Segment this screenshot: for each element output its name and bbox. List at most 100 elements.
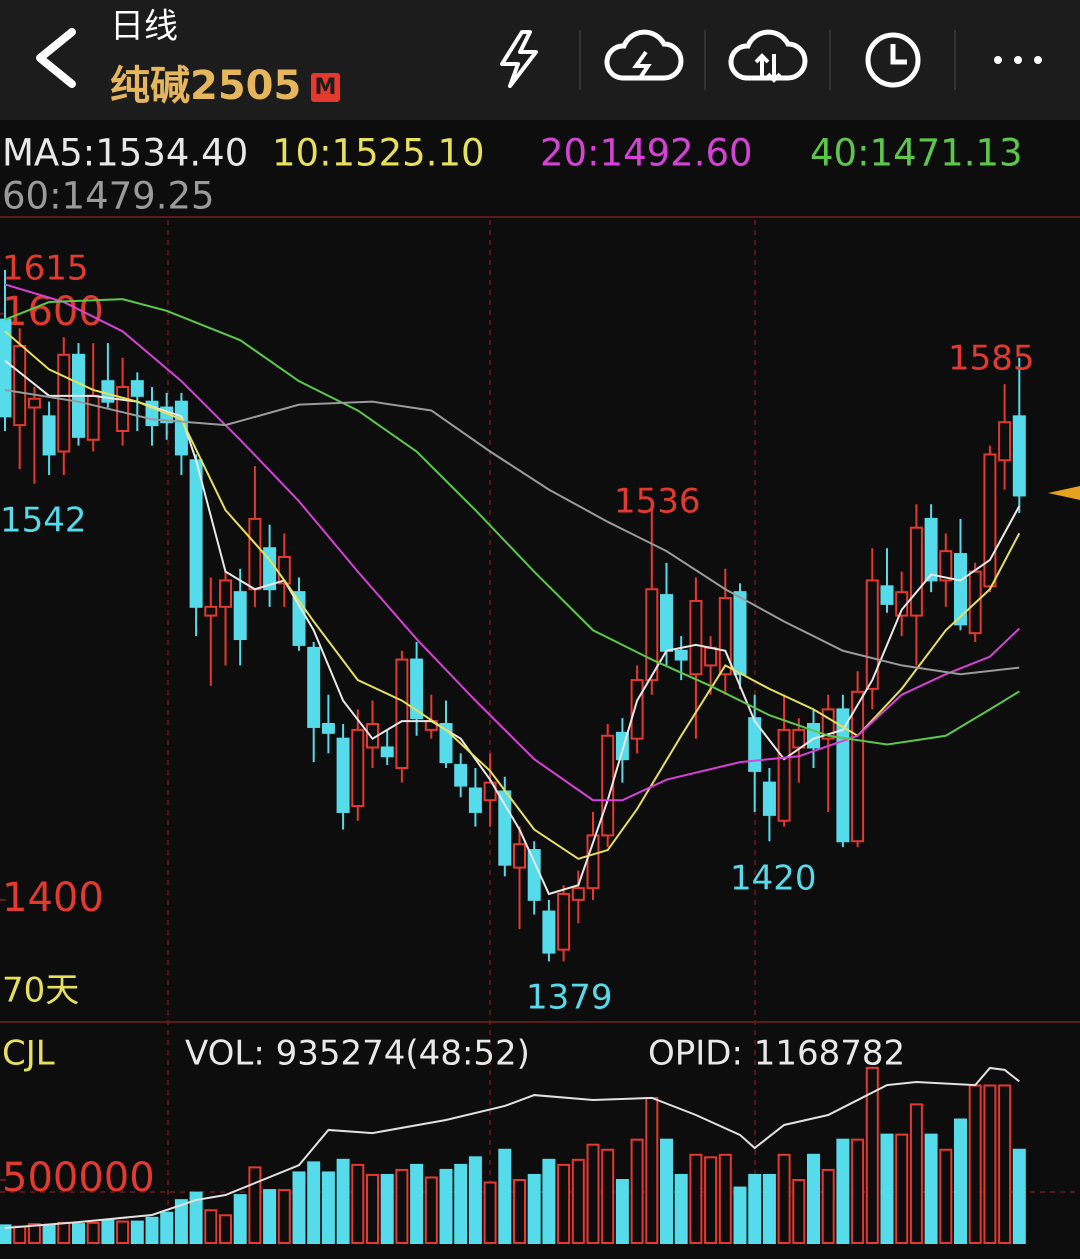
candle-body: [527, 849, 541, 901]
volume-bar: [571, 1158, 585, 1245]
volume-bar: [248, 1166, 262, 1244]
volume-bar: [792, 1178, 806, 1245]
candle-body: [704, 646, 718, 667]
candle-body: [880, 585, 894, 605]
volume-bar: [836, 1138, 850, 1245]
volume-bar: [1012, 1148, 1026, 1245]
candle-body: [939, 550, 953, 582]
candle-body: [27, 397, 41, 409]
candle-body: [42, 415, 56, 456]
volume-bar: [924, 1133, 938, 1244]
candle-body: [630, 679, 644, 740]
more-button[interactable]: [994, 56, 1042, 64]
volume-bar: [498, 1148, 512, 1245]
volume-bar: [983, 1084, 997, 1245]
y-tick-label: 1600: [2, 289, 104, 335]
candle-body: [454, 764, 468, 787]
ma-line: [4, 298, 1020, 746]
candle-body: [821, 708, 835, 740]
history-hands: [890, 44, 907, 65]
legend-entry: 60:1479.25: [2, 175, 215, 218]
y-tick-label: 1400: [2, 875, 104, 921]
open-interest-readout: OPID: 1168782: [648, 1034, 905, 1074]
volume-bar: [336, 1158, 350, 1245]
ma-line: [4, 388, 1020, 676]
ma-line: [4, 359, 1021, 896]
volume-bar: [851, 1138, 865, 1245]
candle-body: [909, 526, 923, 617]
legend-entry: 20:1492.60: [540, 132, 753, 175]
volume-bar: [954, 1118, 967, 1244]
volume-bar: [733, 1186, 747, 1245]
legend-entry: 10:1525.10: [272, 132, 485, 175]
candle-body: [601, 734, 615, 837]
candle-body: [174, 400, 188, 456]
flash-icon[interactable]: [500, 30, 538, 88]
volume-bar: [807, 1153, 820, 1244]
candle-body: [189, 459, 203, 608]
volume-bar: [410, 1163, 424, 1244]
candle-body: [321, 723, 335, 734]
volume-title: CJL: [2, 1034, 55, 1074]
volume-bar: [880, 1133, 894, 1244]
extreme-label: 1536: [614, 482, 701, 522]
grid-dashed: [0, 220, 1080, 1243]
extreme-label: 1615: [2, 249, 89, 289]
badge: M: [315, 75, 337, 100]
period-label: 70天: [2, 971, 79, 1011]
volume-bar: [321, 1171, 335, 1244]
volume-bar: [674, 1173, 688, 1244]
volume-bar: [72, 1223, 85, 1244]
volume-bar: [439, 1168, 453, 1245]
candle-body: [410, 658, 424, 720]
extreme-label: 1585: [948, 339, 1035, 379]
volume-bar: [57, 1221, 71, 1244]
volume-bar: [380, 1173, 394, 1244]
volume-bar: [277, 1189, 291, 1245]
candle-body: [116, 386, 130, 432]
volume-bar: [615, 1178, 629, 1245]
volume-bar: [160, 1211, 174, 1244]
volume-bar: [233, 1194, 247, 1244]
candle-body: [660, 594, 673, 652]
volume-bar: [762, 1173, 776, 1244]
volume-bar: [513, 1178, 526, 1245]
volume-bar: [865, 1066, 879, 1244]
legend-entry: MA5:1534.40: [2, 132, 248, 175]
volume-bar: [101, 1219, 115, 1244]
candle-body: [351, 728, 365, 808]
candle-body: [542, 910, 556, 954]
candle-body: [145, 400, 159, 427]
cloud-sync-icon[interactable]: [728, 29, 808, 81]
back-button[interactable]: [36, 28, 76, 88]
candle-body: [248, 517, 262, 591]
volume-bar: [821, 1168, 835, 1245]
volume-bar: [586, 1143, 600, 1244]
candle-body: [130, 380, 144, 397]
volume-bar: [998, 1084, 1012, 1245]
cloud-sync-arrows: [754, 53, 782, 83]
volume-bar: [895, 1133, 909, 1244]
volume-bar: [542, 1158, 556, 1245]
volume-bar: [968, 1084, 982, 1245]
volume-bar: [777, 1153, 791, 1244]
volume-bar: [130, 1220, 144, 1244]
volume-bar: [909, 1103, 923, 1245]
ma-line: [4, 283, 1020, 802]
history-icon[interactable]: [865, 32, 921, 88]
volume-bar: [174, 1199, 188, 1245]
volume-bar: [86, 1221, 100, 1244]
volume-bar: [527, 1173, 541, 1244]
candle-body: [439, 723, 453, 764]
candle-body: [865, 579, 879, 690]
candle-body: [762, 781, 776, 816]
cloud-flash-icon[interactable]: [604, 29, 684, 81]
candle-body: [277, 555, 291, 585]
volume-bar: [116, 1220, 130, 1244]
volume-bar: [424, 1176, 438, 1245]
price-pointer: [1048, 486, 1080, 500]
volume-bar: [395, 1168, 409, 1245]
volume-bar: [660, 1138, 673, 1245]
